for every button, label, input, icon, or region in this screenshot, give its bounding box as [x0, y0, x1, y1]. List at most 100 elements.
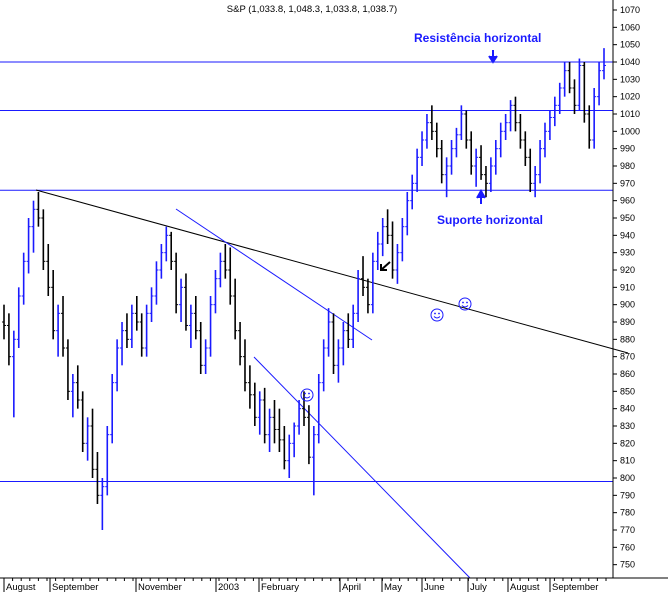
price-bar [164, 226, 169, 262]
price-bar [498, 122, 503, 158]
price-bar [415, 148, 420, 192]
price-bar [144, 304, 149, 357]
resistance-label: Resistência horizontal [414, 31, 541, 45]
y-tick-label: 920 [620, 265, 635, 275]
x-tick-label: 2003 [218, 582, 239, 592]
channel-lower-line [253, 356, 471, 579]
y-tick-label: 950 [620, 213, 635, 223]
y-tick-label: 770 [620, 525, 635, 535]
y-tick-label: 880 [620, 334, 635, 344]
price-bar [370, 252, 375, 314]
price-bar [361, 256, 366, 296]
price-bar [105, 426, 110, 496]
y-tick-label: 1070 [620, 5, 640, 15]
price-bar [429, 105, 434, 140]
price-bar [75, 365, 80, 409]
price-bar [80, 391, 85, 452]
price-bar [267, 408, 272, 452]
price-bar [85, 417, 90, 461]
x-tick-label: August [6, 582, 36, 592]
y-tick-label: 970 [620, 178, 635, 188]
price-bar [11, 330, 16, 418]
price-bar [321, 339, 326, 392]
price-bar [474, 148, 479, 187]
x-tick-label: July [470, 582, 487, 592]
y-tick-label: 780 [620, 508, 635, 518]
price-bar [306, 405, 311, 465]
y-tick-label: 800 [620, 473, 635, 483]
y-tick-label: 1060 [620, 22, 640, 32]
price-bar [552, 96, 557, 127]
price-bar [56, 304, 61, 357]
y-tick-label: 1000 [620, 126, 640, 136]
price-bar [16, 287, 21, 348]
price-bar [602, 48, 606, 80]
y-tick-label: 930 [620, 248, 635, 258]
price-bar [375, 231, 380, 270]
price-bar [390, 221, 395, 279]
y-tick-label: 980 [620, 161, 635, 171]
price-bar [129, 304, 134, 348]
price-bar [592, 88, 597, 149]
x-tick-label: April [342, 582, 361, 592]
price-bar [395, 244, 400, 284]
x-axis-ticks: August September November 2003 February April… [3, 578, 607, 592]
y-tick-label: 750 [620, 560, 635, 570]
price-bar [380, 218, 385, 257]
price-bar [341, 322, 346, 366]
price-bar [557, 82, 562, 114]
price-bar [100, 478, 105, 530]
price-bar [420, 131, 425, 166]
channel-upper-line [175, 208, 373, 341]
price-bar [292, 422, 297, 458]
chart-title: S&P (1,033.8, 1,048.3, 1,033.8, 1,038.7) [227, 4, 397, 15]
price-bar [208, 296, 213, 357]
price-bar [223, 244, 228, 279]
price-bar [218, 252, 223, 288]
price-bar [562, 62, 567, 97]
price-bar [139, 313, 144, 357]
price-bar [587, 105, 592, 149]
price-bar [542, 122, 547, 158]
price-bar [567, 62, 572, 94]
break-arrow-icon [380, 261, 391, 271]
price-bar [238, 322, 243, 366]
price-bar [95, 452, 100, 504]
price-bar [444, 157, 449, 198]
price-bar [287, 434, 292, 478]
y-tick-label: 940 [620, 230, 635, 240]
x-tick-label: August [510, 582, 540, 592]
price-bar [159, 244, 164, 279]
y-tick-label: 910 [620, 282, 635, 292]
price-bar [31, 200, 36, 253]
price-bar [262, 387, 267, 444]
price-bar [252, 382, 257, 426]
price-bar [149, 287, 154, 322]
price-bar [65, 339, 70, 400]
price-bar [179, 278, 184, 322]
price-bar [533, 166, 538, 198]
price-bar [213, 270, 218, 314]
price-bar [405, 192, 410, 236]
price-bar [311, 426, 316, 496]
price-bar [331, 313, 336, 374]
price-bar [115, 339, 120, 392]
price-bar [518, 114, 523, 149]
price-bar [488, 157, 493, 192]
price-bar [198, 322, 203, 374]
price-bar [439, 140, 444, 184]
price-bar [479, 145, 484, 180]
y-tick-label: 830 [620, 421, 635, 431]
price-bar [424, 114, 429, 149]
y-tick-label: 1010 [620, 109, 640, 119]
price-bar [513, 96, 518, 132]
price-bar [61, 296, 66, 357]
x-tick-label: September [52, 582, 98, 592]
y-tick-label: 900 [620, 300, 635, 310]
y-tick-label: 820 [620, 438, 635, 448]
smiley-icon [458, 297, 472, 311]
price-bar [577, 58, 582, 111]
price-bar [41, 209, 46, 270]
price-bar [154, 261, 159, 305]
y-tick-label: 1020 [620, 92, 640, 102]
